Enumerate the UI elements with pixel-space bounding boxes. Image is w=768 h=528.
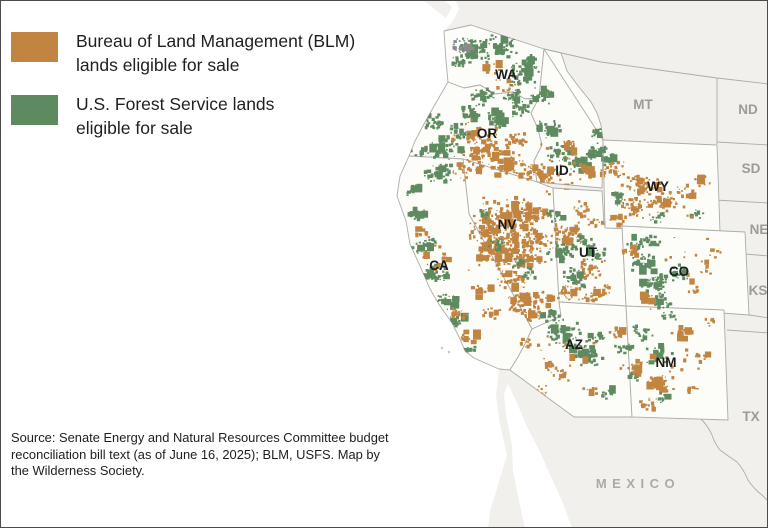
state-label-id: ID — [555, 163, 569, 178]
state-label-wa: WA — [495, 67, 517, 82]
state-label-ut: UT — [579, 245, 598, 260]
legend-label-blm-line2: lands eligible for sale — [76, 55, 240, 75]
legend-label-blm: Bureau of Land Management (BLM) lands el… — [76, 29, 355, 77]
legend-label-usfs: U.S. Forest Service lands eligible for s… — [76, 92, 274, 140]
usfs-color-swatch — [11, 95, 58, 125]
legend-label-usfs-line1: U.S. Forest Service lands — [76, 94, 275, 114]
legend-item-blm: Bureau of Land Management (BLM) lands el… — [11, 29, 355, 77]
state-label-nv: NV — [498, 217, 517, 232]
state-label-wy: WY — [647, 179, 669, 194]
plains-state-borders — [543, 48, 767, 501]
vancouver-island — [424, 1, 452, 18]
state-label-nm: NM — [656, 355, 677, 370]
land-patches — [406, 34, 722, 412]
mt-id-border — [543, 48, 604, 141]
legend-item-usfs: U.S. Forest Service lands eligible for s… — [11, 92, 355, 140]
state-label-co: CO — [669, 264, 689, 279]
eligible-states — [396, 24, 750, 421]
state-label-mt: MT — [633, 97, 653, 112]
map-labels: WA OR ID NV UT CA WY CO AZ NM MT ND SD NE KS TX MEXICO — [429, 67, 768, 491]
source-note: Source: Senate Energy and Natural Resour… — [11, 430, 389, 478]
legend: Bureau of Land Management (BLM) lands el… — [11, 29, 355, 140]
blm-color-swatch — [11, 32, 58, 62]
region-label-mexico: MEXICO — [596, 476, 680, 491]
state-label-ks: KS — [749, 283, 768, 298]
state-label-ca: CA — [429, 258, 449, 273]
state-label-or: OR — [477, 126, 498, 141]
state-label-nd: ND — [738, 102, 758, 117]
legend-label-blm-line1: Bureau of Land Management (BLM) — [76, 31, 356, 51]
state-label-ne: NE — [750, 222, 768, 237]
state-label-az: AZ — [565, 337, 583, 352]
state-label-tx: TX — [742, 409, 759, 424]
legend-label-usfs-line2: eligible for sale — [76, 118, 193, 138]
state-label-sd: SD — [742, 161, 761, 176]
